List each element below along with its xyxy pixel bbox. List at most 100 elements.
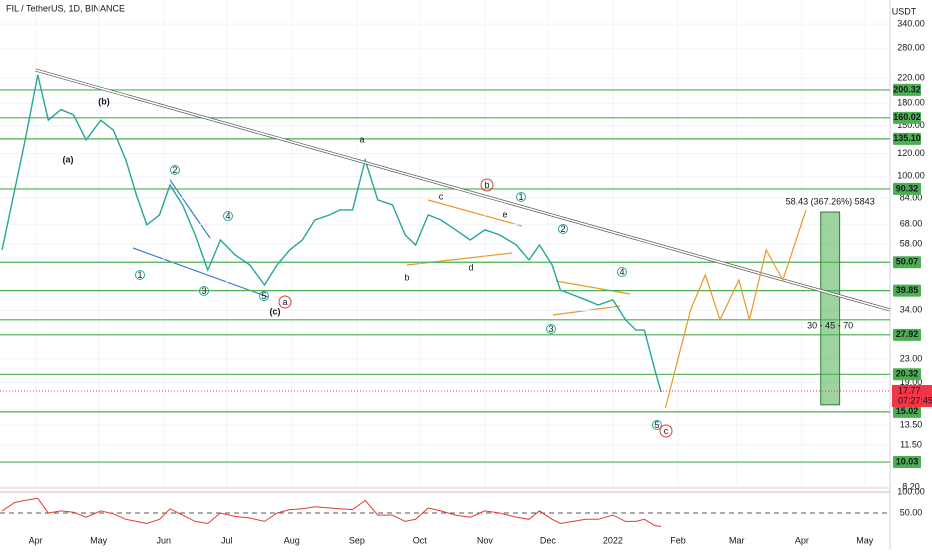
level-label: 50.07 xyxy=(896,257,919,267)
wave-label: 4 xyxy=(225,211,230,221)
current-price-label: 17.77 xyxy=(898,385,921,395)
level-label-box xyxy=(893,405,921,418)
price-line xyxy=(1,74,662,393)
rsi-tick-label: 50.00 xyxy=(900,507,923,517)
wave-label: 1 xyxy=(518,192,523,202)
x-tick-label: Dec xyxy=(540,535,557,545)
x-tick-label: Apr xyxy=(795,535,809,545)
y-tick-label: 180.00 xyxy=(897,98,925,108)
level-label-box xyxy=(893,284,921,297)
wave-label: e xyxy=(502,209,507,219)
x-tick-label: Nov xyxy=(477,535,494,545)
y-tick-label: 23.00 xyxy=(900,353,923,363)
wave-label: 5 xyxy=(654,420,659,430)
wave-circle xyxy=(558,224,568,234)
level-label: 20.32 xyxy=(896,369,919,379)
x-tick-label: Apr xyxy=(29,535,43,545)
x-tick-label: May xyxy=(90,535,108,545)
y-tick-label: 68.00 xyxy=(900,219,923,229)
wave-label: (b) xyxy=(98,96,110,106)
wave-label: 2 xyxy=(172,165,177,175)
x-tick-label: Jul xyxy=(221,535,233,545)
wave-circle xyxy=(516,192,526,202)
wave-circle xyxy=(259,291,269,301)
wave-label: 3 xyxy=(548,324,553,334)
wave-label: b xyxy=(484,180,489,190)
x-tick-label: Feb xyxy=(670,535,686,545)
wave-label: b xyxy=(404,272,409,282)
wave-circle xyxy=(135,270,145,280)
level-label-box xyxy=(893,256,921,269)
level-label: 39.85 xyxy=(896,285,919,295)
y-tick-label: 8.20 xyxy=(902,481,920,491)
x-tick-label: Mar xyxy=(729,535,745,545)
wave-label: a xyxy=(359,134,364,144)
wave-circle xyxy=(170,165,180,175)
level-label-box xyxy=(893,182,921,195)
rsi-tick-label: 100.00 xyxy=(897,486,925,496)
triangle-line xyxy=(406,252,513,266)
y-tick-label: 150.00 xyxy=(897,120,925,130)
x-tick-label: Aug xyxy=(284,535,300,545)
channel-line xyxy=(169,179,211,239)
y-tick-label: 340.00 xyxy=(897,19,925,29)
y-tick-label: 220.00 xyxy=(897,73,925,83)
x-tick-label: May xyxy=(856,535,874,545)
wave-circle xyxy=(659,424,673,438)
channel-line xyxy=(132,247,269,298)
countdown-label: 07:27:45 xyxy=(898,395,932,405)
range-label: 30 - 45 - 70 xyxy=(807,320,853,330)
wave-label: a xyxy=(282,297,287,307)
current-price-box xyxy=(892,384,932,407)
level-label-box xyxy=(893,132,921,145)
y-tick-label: 11.50 xyxy=(900,439,922,449)
y-tick-label: 100.00 xyxy=(897,171,925,181)
wave-circle xyxy=(278,295,292,309)
level-label-box xyxy=(893,111,921,124)
wave-label: (a) xyxy=(63,154,74,164)
currency-label: USDT xyxy=(892,6,917,16)
y-tick-label: 84.00 xyxy=(900,192,923,202)
wave-circle xyxy=(617,267,627,277)
x-tick-label: Sep xyxy=(349,535,365,545)
wave-label: c xyxy=(664,426,669,436)
y-tick-label: 280.00 xyxy=(897,43,925,53)
y-tick-label: 19.00 xyxy=(900,377,923,387)
y-tick-label: 120.00 xyxy=(897,148,925,158)
triangle-line xyxy=(555,280,631,295)
wave-label: c xyxy=(439,191,444,201)
wave-circle xyxy=(546,324,556,334)
projection-line xyxy=(664,209,807,409)
level-label-box xyxy=(893,328,921,341)
level-label: 15.02 xyxy=(896,406,919,416)
rsi-line xyxy=(1,497,662,527)
level-label: 90.32 xyxy=(896,183,919,193)
wave-circle xyxy=(652,420,662,430)
chart-title: FIL / TetherUS, 1D, BINANCE xyxy=(6,3,125,13)
wave-circle xyxy=(480,178,494,192)
triangle-line xyxy=(427,199,523,227)
wave-circle xyxy=(199,286,209,296)
level-label-box xyxy=(893,83,921,96)
y-tick-label: 58.00 xyxy=(900,238,923,248)
level-label-box xyxy=(893,368,921,381)
trendline xyxy=(35,69,891,311)
wave-label: 5 xyxy=(261,291,266,301)
wave-label: 2 xyxy=(560,224,565,234)
level-label-box xyxy=(893,456,921,469)
y-tick-label: 13.50 xyxy=(900,420,923,430)
wave-label: 3 xyxy=(201,286,206,296)
x-tick-label: Oct xyxy=(413,535,428,545)
level-label: 135.10 xyxy=(893,133,921,143)
target-box xyxy=(820,211,841,406)
drawings xyxy=(132,179,631,316)
x-tick-label: Jun xyxy=(156,535,171,545)
target-label: 58.43 (367.26%) 5843 xyxy=(786,196,875,206)
wave-circle xyxy=(223,211,233,221)
wave-label: (c) xyxy=(270,306,281,316)
level-label: 10.03 xyxy=(896,456,919,466)
wave-label: d xyxy=(468,262,473,272)
wave-label: 4 xyxy=(619,267,624,277)
